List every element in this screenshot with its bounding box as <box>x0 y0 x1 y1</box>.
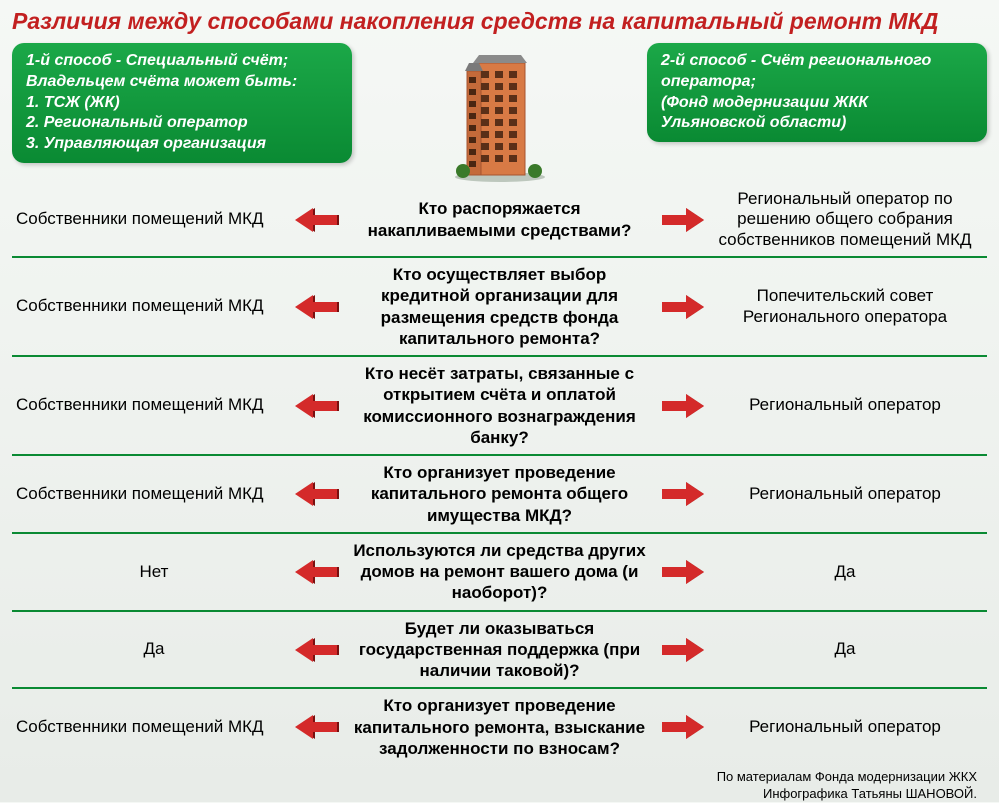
method1-item-3: 3. Управляющая организация <box>26 134 338 155</box>
row-right-answer: Региональный оператор <box>707 395 987 415</box>
row-right-answer: Попечительский совет Регионального опера… <box>707 286 987 327</box>
row-left-answer: Собственники помещений МКД <box>12 395 292 415</box>
credit-line1: По материалам Фонда модернизации ЖКХ <box>12 769 977 786</box>
row-question: Кто организует проведение капитального р… <box>342 695 657 759</box>
method2-heading: 2-й способ - Счёт регионального оператор… <box>661 51 973 93</box>
row-question: Кто несёт затраты, связанные с открытием… <box>342 363 657 448</box>
comparison-row: Собственники помещений МКД Кто несёт зат… <box>12 357 987 456</box>
row-left-answer: Собственники помещений МКД <box>12 296 292 316</box>
arrow-right-icon <box>657 637 707 663</box>
comparison-row: Собственники помещений МКД Кто организуе… <box>12 689 987 765</box>
arrow-right-icon <box>657 559 707 585</box>
comparison-row: Собственники помещений МКД Кто организуе… <box>12 456 987 534</box>
row-question: Используются ли средства других домов на… <box>342 540 657 604</box>
arrow-left-icon <box>292 559 342 585</box>
row-left-answer: Нет <box>12 562 292 582</box>
building-illustration <box>352 43 647 183</box>
method2-sub: (Фонд модернизации ЖКК Ульяновской облас… <box>661 93 973 135</box>
row-right-answer: Да <box>707 639 987 659</box>
comparison-row: Собственники помещений МКД Кто осуществл… <box>12 258 987 357</box>
arrow-right-icon <box>657 714 707 740</box>
method2-box: 2-й способ - Счёт регионального оператор… <box>647 43 987 142</box>
row-right-answer: Да <box>707 562 987 582</box>
main-title: Различия между способами накопления сред… <box>12 8 987 35</box>
arrow-right-icon <box>657 294 707 320</box>
row-right-answer: Региональный оператор <box>707 717 987 737</box>
row-right-answer: Региональный оператор <box>707 484 987 504</box>
row-left-answer: Собственники помещений МКД <box>12 717 292 737</box>
method1-box: 1-й способ - Специальный счёт; Владельце… <box>12 43 352 163</box>
arrow-right-icon <box>657 393 707 419</box>
arrow-left-icon <box>292 637 342 663</box>
comparison-row: Собственники помещений МКД Кто распоряжа… <box>12 189 987 258</box>
arrow-right-icon <box>657 481 707 507</box>
comparison-row: Да Будет ли оказываться государственная … <box>12 612 987 690</box>
comparison-rows: Собственники помещений МКД Кто распоряжа… <box>12 189 987 765</box>
row-right-answer: Региональный оператор по решению общего … <box>707 189 987 250</box>
comparison-row: Нет Используются ли средства других домо… <box>12 534 987 612</box>
arrow-left-icon <box>292 714 342 740</box>
credit-line2: Инфографика Татьяны ШАНОВОЙ. <box>12 786 977 803</box>
arrow-left-icon <box>292 481 342 507</box>
row-question: Будет ли оказываться государственная под… <box>342 618 657 682</box>
credit-block: По материалам Фонда модернизации ЖКХ Инф… <box>12 769 987 803</box>
arrow-left-icon <box>292 207 342 233</box>
method1-sub: Владельцем счёта может быть: <box>26 72 338 93</box>
arrow-left-icon <box>292 294 342 320</box>
row-left-answer: Да <box>12 639 292 659</box>
building-icon <box>445 43 555 183</box>
row-question: Кто организует проведение капитального р… <box>342 462 657 526</box>
row-question: Кто осуществляет выбор кредитной организ… <box>342 264 657 349</box>
arrow-right-icon <box>657 207 707 233</box>
row-left-answer: Собственники помещений МКД <box>12 209 292 229</box>
method1-item-1: 1. ТСЖ (ЖК) <box>26 93 338 114</box>
row-left-answer: Собственники помещений МКД <box>12 484 292 504</box>
arrow-left-icon <box>292 393 342 419</box>
header-row: 1-й способ - Специальный счёт; Владельце… <box>12 43 987 183</box>
method1-item-2: 2. Региональный оператор <box>26 113 338 134</box>
row-question: Кто распоряжается накапливаемыми средств… <box>342 198 657 241</box>
method1-heading: 1-й способ - Специальный счёт; <box>26 51 338 72</box>
